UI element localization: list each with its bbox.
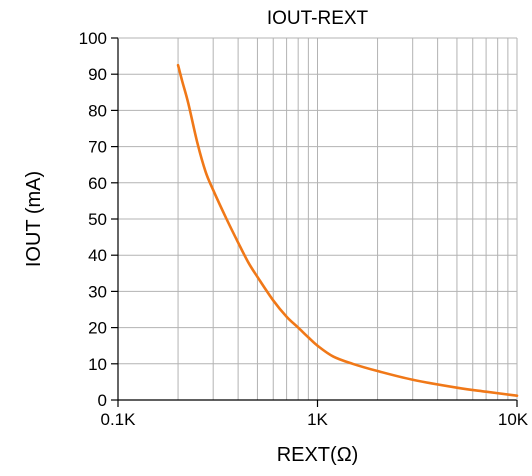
y-tick-label: 60 [88, 174, 107, 193]
y-tick-label: 90 [88, 65, 107, 84]
x-tick-label: 1K [307, 410, 328, 429]
series-line [176, 63, 519, 397]
y-tick-label: 30 [88, 282, 107, 301]
y-tick-label: 10 [88, 355, 107, 374]
axes [111, 37, 518, 407]
x-tick-label: 10K [498, 410, 529, 429]
y-tick-label: 50 [88, 210, 107, 229]
grid [118, 38, 517, 400]
y-tick-label: 80 [88, 101, 107, 120]
y-axis-label: IOUT (mA) [23, 171, 45, 267]
tick-labels: 0 10 20 30 40 50 60 70 80 90 100 0.1K 1K 10K [79, 29, 529, 429]
y-tick-label: 100 [79, 29, 107, 48]
y-tick-label: 0 [98, 391, 107, 410]
y-tick-label: 70 [88, 138, 107, 157]
x-tick-label: 0.1K [101, 410, 137, 429]
series [176, 63, 519, 397]
y-tick-label: 40 [88, 246, 107, 265]
chart-title: IOUT-REXT [267, 8, 369, 29]
x-axis-label: REXT(Ω) [277, 444, 359, 466]
y-tick-label: 20 [88, 319, 107, 338]
